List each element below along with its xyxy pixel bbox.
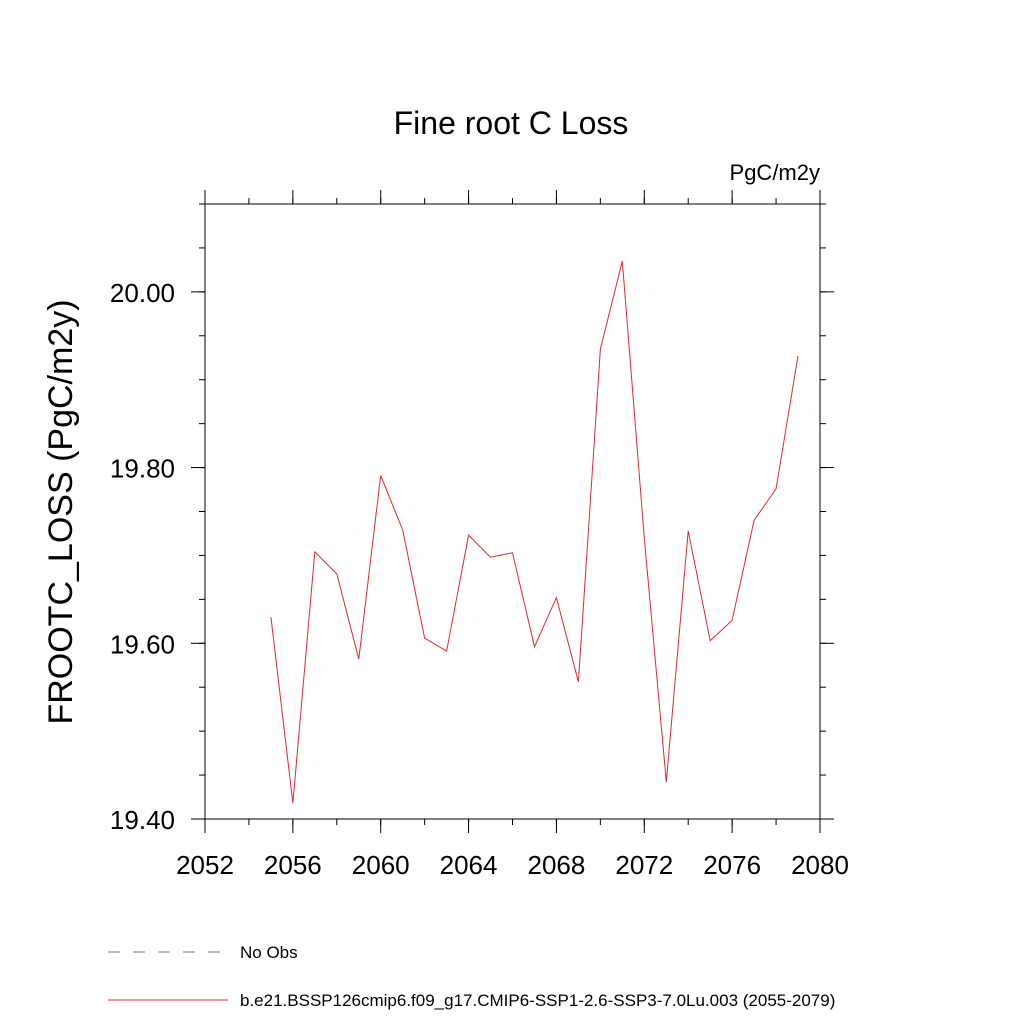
x-tick-label: 2068 [528, 850, 586, 880]
x-tick-label: 2052 [176, 850, 234, 880]
y-axis: 19.40 19.60 19.80 20.00 [110, 203, 834, 835]
y-tick-label: 19.60 [110, 629, 175, 659]
y-axis-label: FROOTC_LOSS (PgC/m2y) [42, 299, 80, 724]
y-tick-label: 19.40 [110, 805, 175, 835]
y-tick-label: 20.00 [110, 278, 175, 308]
x-tick-label: 2072 [615, 850, 673, 880]
legend: No Obs b.e21.BSSP126cmip6.f09_g17.CMIP6-S… [108, 943, 835, 1010]
series-line [270, 260, 799, 804]
x-tick-label: 2080 [791, 850, 849, 880]
x-tick-label: 2064 [440, 850, 498, 880]
units-label: PgC/m2y [730, 160, 820, 185]
y-tick-label: 19.80 [110, 454, 175, 484]
chart-title: Fine root C Loss [394, 105, 629, 141]
x-tick-label: 2076 [703, 850, 761, 880]
legend-label: b.e21.BSSP126cmip6.f09_g17.CMIP6-SSP1-2.… [240, 991, 835, 1010]
x-axis: 2052 2056 2060 2064 2068 2072 2076 2080 [176, 190, 849, 880]
legend-label: No Obs [240, 943, 298, 962]
x-tick-label: 2060 [352, 850, 410, 880]
x-tick-label: 2056 [264, 850, 322, 880]
plot-frame [204, 203, 821, 820]
series-layer [270, 260, 799, 804]
